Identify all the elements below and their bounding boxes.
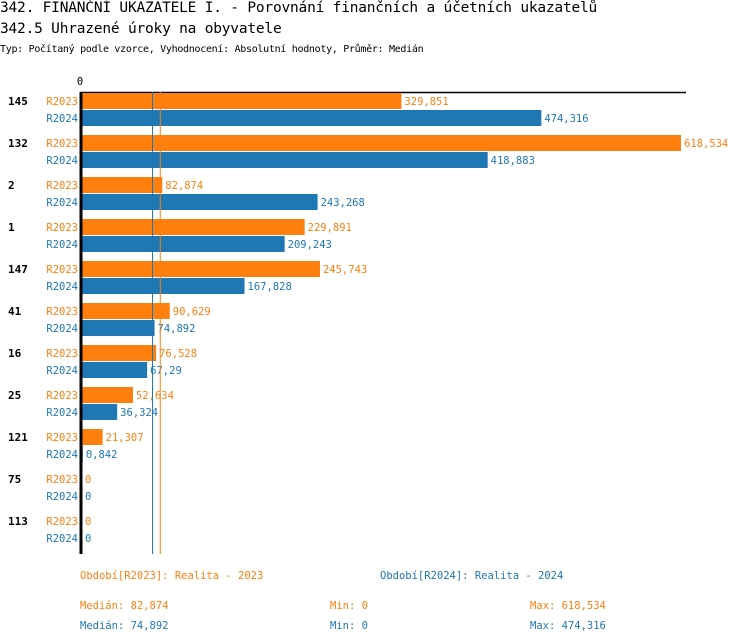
series-label: R2023: [46, 390, 78, 402]
series-label: R2023: [46, 96, 78, 108]
series-label: R2024: [46, 365, 78, 377]
bar: [82, 261, 320, 277]
bar: [82, 404, 118, 420]
series-label: R2023: [46, 180, 78, 192]
series-label: R2024: [46, 197, 78, 209]
series-label: R2023: [46, 138, 78, 150]
category-label: 113: [8, 515, 28, 528]
bar: [82, 194, 318, 210]
category-label: 41: [8, 305, 22, 318]
data-label: 67,29: [150, 365, 182, 377]
series-label: R2024: [46, 239, 78, 251]
series-label: R2023: [46, 348, 78, 360]
category-label: 145: [8, 95, 28, 108]
legend-r2024: Období[R2024]: Realita - 2024: [380, 570, 564, 582]
series-label: R2024: [46, 323, 78, 335]
bar: [82, 110, 542, 126]
series-label: R2023: [46, 264, 78, 276]
data-label: 329,851: [404, 96, 448, 108]
category-label: 132: [8, 137, 28, 150]
bar: [82, 236, 285, 252]
data-label: 418,883: [491, 155, 535, 167]
data-label: 209,243: [288, 239, 332, 251]
bar: [82, 429, 103, 445]
data-label: 167,828: [248, 281, 292, 293]
median-r2024: Medián: 74,892: [80, 620, 169, 632]
data-label: 90,629: [173, 306, 211, 318]
category-label: 16: [8, 347, 22, 360]
data-label: 243,268: [321, 197, 365, 209]
data-label: 36,324: [120, 407, 158, 419]
bar: [82, 152, 488, 168]
median-r2023: Medián: 82,874: [80, 600, 169, 612]
bar: [82, 177, 163, 193]
series-label: R2024: [46, 491, 78, 503]
category-label: 147: [8, 263, 28, 276]
series-label: R2024: [46, 449, 78, 461]
chart-info: Typ: Počítaný podle vzorce, Vyhodnocení:…: [0, 44, 424, 55]
max-r2024: Max: 474,316: [530, 620, 606, 632]
data-label: 229,891: [308, 222, 352, 234]
bar: [82, 278, 245, 294]
data-label: 21,307: [106, 432, 144, 444]
data-label: 74,892: [158, 323, 196, 335]
bar: [82, 320, 155, 336]
bar: [82, 93, 402, 109]
data-label: 52,634: [136, 390, 174, 402]
series-label: R2023: [46, 432, 78, 444]
series-label: R2024: [46, 155, 78, 167]
data-label: 0: [85, 516, 91, 528]
category-label: 75: [8, 473, 21, 486]
data-label: 76,528: [159, 348, 197, 360]
series-label: R2023: [46, 306, 78, 318]
bar: [82, 219, 305, 235]
data-label: 0,842: [86, 449, 118, 461]
data-label: 474,316: [544, 113, 588, 125]
bar: [82, 303, 170, 319]
series-label: R2023: [46, 474, 78, 486]
series-label: R2023: [46, 222, 78, 234]
series-label: R2023: [46, 516, 78, 528]
min-r2023: Min: 0: [330, 600, 368, 612]
bar: [82, 387, 133, 403]
category-label: 25: [8, 389, 21, 402]
x-tick-label: 0: [77, 76, 83, 88]
max-r2023: Max: 618,534: [530, 600, 606, 612]
category-label: 2: [8, 179, 15, 192]
data-label: 0: [85, 533, 91, 545]
bar: [82, 362, 148, 378]
chart-subtitle: 342.5 Uhrazené úroky na obyvatele: [0, 21, 282, 37]
category-label: 121: [8, 431, 28, 444]
series-label: R2024: [46, 113, 78, 125]
series-label: R2024: [46, 281, 78, 293]
data-label: 0: [85, 474, 91, 486]
series-label: R2024: [46, 533, 78, 545]
data-label: 618,534: [684, 138, 728, 150]
page-title: 342. FINANČNÍ UKAZATELE I. - Porovnání f…: [0, 0, 598, 16]
category-label: 1: [8, 221, 15, 234]
data-label: 82,874: [165, 180, 203, 192]
bar: [82, 345, 157, 361]
series-label: R2024: [46, 407, 78, 419]
data-label: 0: [85, 491, 91, 503]
min-r2024: Min: 0: [330, 620, 368, 632]
legend-r2023: Období[R2023]: Realita - 2023: [80, 570, 264, 582]
data-label: 245,743: [323, 264, 367, 276]
bar: [82, 135, 681, 151]
